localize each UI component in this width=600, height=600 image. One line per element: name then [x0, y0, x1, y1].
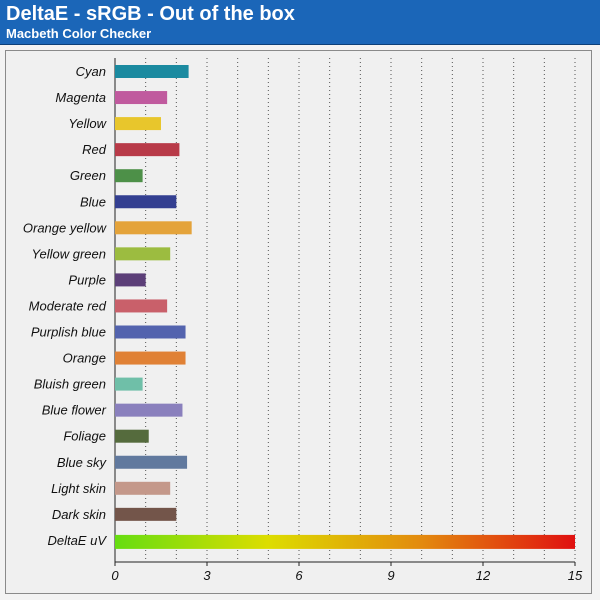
bar-yellow — [115, 117, 161, 131]
category-label: Light skin — [51, 481, 106, 496]
bar-light-skin — [115, 481, 171, 495]
x-tick-label: 9 — [387, 568, 394, 583]
bar-magenta — [115, 91, 168, 105]
category-label: Purplish blue — [31, 325, 106, 340]
x-tick-label: 15 — [568, 568, 583, 583]
category-label: Red — [82, 142, 107, 157]
category-label: Orange — [63, 351, 106, 366]
bar-foliage — [115, 429, 149, 443]
chart-subtitle: Macbeth Color Checker — [6, 26, 152, 41]
x-tick-label: 0 — [111, 568, 119, 583]
bar-deltae-uv — [115, 534, 575, 549]
grid-lines — [114, 58, 576, 563]
bar-dark-skin — [115, 507, 177, 521]
x-tick-labels: 0 3 6 9 12 15 — [111, 562, 583, 583]
category-labels: Cyan Magenta Yellow Red Green Blue Orange yell… — [23, 64, 108, 548]
bar-red — [115, 143, 180, 157]
bar-blue — [115, 195, 177, 209]
category-label: Bluish green — [34, 377, 106, 392]
bar-cyan — [115, 65, 189, 78]
category-label: Moderate red — [29, 298, 107, 313]
category-label: Dark skin — [52, 507, 106, 522]
bar-blue-flower — [115, 403, 183, 417]
x-tick-label: 3 — [203, 568, 211, 583]
category-label: Foliage — [63, 429, 106, 444]
bar-moderate-red — [115, 299, 168, 313]
bar-orange-yellow — [115, 221, 192, 235]
bar-purplish-blue — [115, 325, 186, 339]
category-label: Yellow green — [32, 246, 106, 261]
chart-header: DeltaE - sRGB - Out of the box Macbeth C… — [0, 0, 600, 45]
category-label: Blue sky — [57, 455, 108, 470]
category-label: Blue flower — [42, 403, 107, 418]
category-label: Orange yellow — [23, 220, 108, 235]
bar-yellow-green — [115, 247, 171, 261]
bar-blue-sky — [115, 455, 188, 469]
bars — [115, 65, 575, 549]
category-label: Blue — [80, 194, 106, 209]
category-label: Green — [70, 168, 106, 183]
bar-purple — [115, 273, 146, 287]
bar-green — [115, 169, 143, 183]
category-label: Magenta — [55, 90, 106, 105]
category-label: DeltaE uV — [47, 533, 107, 548]
bar-orange — [115, 351, 186, 365]
x-tick-label: 12 — [476, 568, 491, 583]
x-tick-label: 6 — [295, 568, 303, 583]
category-label: Yellow — [68, 116, 107, 131]
category-label: Cyan — [76, 64, 106, 79]
chart-title: DeltaE - sRGB - Out of the box — [6, 3, 295, 25]
category-label: Purple — [68, 272, 106, 287]
bar-bluish-green — [115, 377, 143, 391]
